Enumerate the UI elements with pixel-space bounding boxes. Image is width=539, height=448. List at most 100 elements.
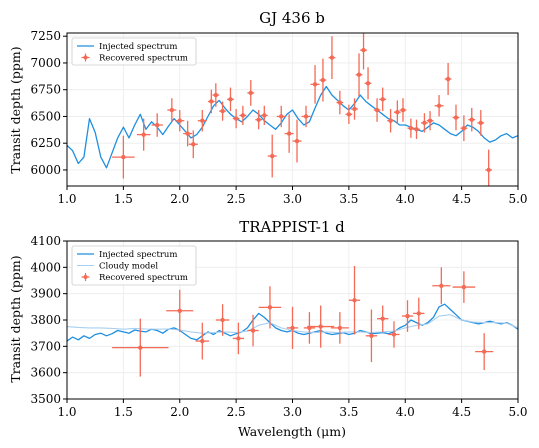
x-tick-label: 4.5 [452, 405, 471, 419]
x-tick-label: 2.5 [227, 405, 246, 419]
recovered-point [416, 311, 421, 316]
recovered-point [352, 298, 357, 303]
recovered-point [453, 115, 459, 120]
recovered-point [445, 76, 451, 82]
recovered-point [380, 316, 385, 321]
y-tick-label: 3600 [30, 366, 61, 380]
recovered-point [469, 117, 474, 122]
x-tick-label: 4.5 [452, 192, 471, 206]
recovered-point [121, 154, 126, 160]
chart-title-gj436b: GJ 436 b [259, 9, 325, 27]
recovered-point [405, 313, 410, 319]
y-tick-label: 6500 [30, 109, 61, 123]
x-axis-label: Wavelength (μm) [238, 424, 346, 439]
y-tick-label: 6750 [30, 83, 61, 97]
panel-gj436b: GJ 436 b Transit depth (ppm) 1.0 1.5 2.0 2.… [8, 9, 528, 206]
legend-label: Injected spectrum [99, 250, 177, 260]
recovered-point [169, 107, 175, 113]
ticks-top: 1.0 1.5 2.0 2.5 3.0 3.5 4.0 4.5 5.0 6000 6250 6500 6… [30, 29, 527, 206]
x-tick-label: 2.0 [170, 405, 189, 419]
x-tick-label: 1.0 [57, 192, 76, 206]
plot-area-top [67, 33, 518, 186]
recovered-point [374, 107, 380, 113]
y-tick-label: 3700 [30, 339, 61, 353]
legend-label: Recovered spectrum [99, 273, 188, 283]
x-tick-label: 3.5 [339, 405, 358, 419]
recovered-point [486, 167, 491, 173]
recovered-point [267, 305, 273, 310]
recovered-point [427, 118, 433, 123]
recovered-point [388, 118, 393, 123]
y-tick-label: 4100 [30, 234, 61, 248]
recovered-point [236, 336, 241, 341]
recovered-point [177, 118, 182, 123]
x-tick-label: 4.0 [396, 405, 415, 419]
y-tick-label: 6250 [30, 136, 61, 150]
y-tick-label: 7250 [30, 29, 61, 43]
y-tick-label: 3500 [30, 392, 61, 406]
y-tick-label: 4000 [30, 260, 61, 274]
recovered-point [436, 103, 442, 108]
x-tick-label: 1.0 [57, 405, 76, 419]
y-tick-label: 7000 [30, 56, 61, 70]
recovered-point [200, 338, 205, 344]
recovered-point [191, 142, 196, 147]
legend-box [71, 245, 197, 286]
recovered-point [391, 332, 397, 337]
y-axis-label-bottom: Transit depth (ppm) [8, 255, 23, 382]
recovered-point [422, 120, 427, 126]
panel-trappist1d: TRAPPIST-1 d Transit depth (ppm) Wavelen… [8, 218, 528, 439]
legend-swatch-point [83, 55, 88, 60]
legend-label: Recovered spectrum [99, 54, 188, 64]
ticks-bottom: 1.0 1.5 2.0 2.5 3.0 3.5 4.0 4.5 5.0 3500 3600 3700 3… [30, 234, 527, 419]
recovered-point [250, 328, 256, 333]
chart-title-trappist1d: TRAPPIST-1 d [239, 218, 345, 236]
x-tick-label: 5.0 [508, 405, 527, 419]
x-tick-label: 5.0 [508, 192, 527, 206]
y-tick-label: 3800 [30, 313, 61, 327]
recovered-point [337, 100, 343, 105]
recovered-point [395, 109, 400, 115]
legend-label: Injected spectrum [99, 42, 177, 52]
x-tick-label: 3.0 [283, 405, 302, 419]
recovered-point [270, 153, 275, 159]
recovered-point [177, 308, 182, 313]
y-tick-label: 3900 [30, 287, 61, 301]
recovered-point [356, 72, 362, 77]
recovered-point [213, 92, 219, 98]
legend-label: Cloudy model [99, 262, 158, 272]
recovered-point [185, 131, 190, 136]
recovered-point [303, 114, 309, 119]
recovered-point [320, 77, 326, 83]
recovered-point [414, 127, 419, 132]
recovered-point [294, 138, 300, 144]
x-tick-label: 4.0 [396, 192, 415, 206]
recovered-point [400, 107, 406, 113]
recovered-point [380, 97, 385, 102]
recovered-point [290, 325, 295, 331]
recovered-point [286, 131, 292, 136]
legend-top: Injected spectrum Recovered spectrum [71, 37, 197, 66]
recovered-point [138, 345, 143, 350]
recovered-point [228, 97, 233, 102]
x-tick-label: 3.0 [283, 192, 302, 206]
recovered-point [209, 99, 214, 104]
recovered-point [141, 132, 146, 137]
recovered-point [200, 118, 205, 123]
x-tick-label: 2.5 [227, 192, 246, 206]
x-tick-label: 3.5 [339, 192, 358, 206]
y-tick-label: 6000 [30, 163, 61, 177]
recovered-point [352, 106, 357, 112]
recovered-point [279, 114, 284, 119]
recovered-point [408, 126, 414, 131]
recovered-point [369, 333, 374, 338]
recovered-point [481, 349, 487, 354]
y-axis-label-top: Transit depth (ppm) [8, 46, 23, 173]
recovered-point [365, 81, 371, 86]
recovered-point [240, 113, 246, 118]
recovered-point [318, 324, 323, 329]
recovered-point [478, 120, 483, 126]
x-tick-label: 2.0 [170, 192, 189, 206]
